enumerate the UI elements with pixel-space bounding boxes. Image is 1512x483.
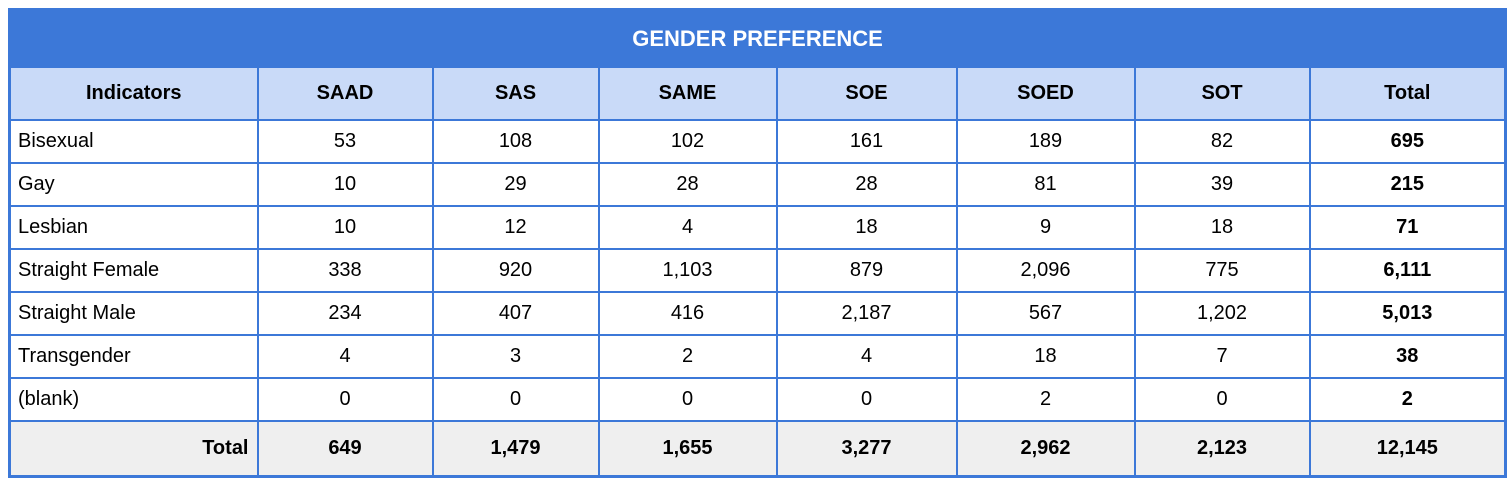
grand-total-cell[interactable]: 1,479 xyxy=(431,420,600,478)
grand-total-cell[interactable]: 1,655 xyxy=(597,420,778,478)
grand-total-row: Total 649 1,479 1,655 3,277 2,962 2,123 … xyxy=(8,420,1507,478)
cell[interactable]: 4 xyxy=(775,334,958,379)
row-label[interactable]: Gay xyxy=(8,162,259,207)
grand-total-cell[interactable]: 2,962 xyxy=(955,420,1136,478)
column-header-soe[interactable]: SOE xyxy=(775,66,958,121)
table-row-transgender: Transgender 4 3 2 4 18 7 38 xyxy=(8,334,1507,379)
cell[interactable]: 920 xyxy=(431,248,600,293)
cell[interactable]: 0 xyxy=(597,377,778,422)
cell[interactable]: 9 xyxy=(955,205,1136,250)
row-label[interactable]: Bisexual xyxy=(8,119,259,164)
cell[interactable]: 28 xyxy=(775,162,958,207)
cell[interactable]: 102 xyxy=(597,119,778,164)
table-row-blank: (blank) 0 0 0 0 2 0 2 xyxy=(8,377,1507,422)
row-label[interactable]: Straight Male xyxy=(8,291,259,336)
cell[interactable]: 10 xyxy=(256,162,434,207)
cell[interactable]: 82 xyxy=(1133,119,1311,164)
cell[interactable]: 0 xyxy=(1133,377,1311,422)
cell[interactable]: 0 xyxy=(256,377,434,422)
grand-total-cell[interactable]: 3,277 xyxy=(775,420,958,478)
cell[interactable]: 39 xyxy=(1133,162,1311,207)
cell[interactable]: 189 xyxy=(955,119,1136,164)
cell[interactable]: 53 xyxy=(256,119,434,164)
column-header-same[interactable]: SAME xyxy=(597,66,778,121)
table-row-bisexual: Bisexual 53 108 102 161 189 82 695 xyxy=(8,119,1507,164)
column-header-sot[interactable]: SOT xyxy=(1133,66,1311,121)
cell[interactable]: 12 xyxy=(431,205,600,250)
cell[interactable]: 161 xyxy=(775,119,958,164)
cell[interactable]: 3 xyxy=(431,334,600,379)
cell[interactable]: 2 xyxy=(597,334,778,379)
table-title-row: GENDER PREFERENCE xyxy=(8,8,1507,68)
cell[interactable]: 108 xyxy=(431,119,600,164)
cell[interactable]: 879 xyxy=(775,248,958,293)
table-title: GENDER PREFERENCE xyxy=(8,8,1507,68)
row-total-cell[interactable]: 2 xyxy=(1308,377,1507,422)
cell[interactable]: 775 xyxy=(1133,248,1311,293)
column-header-total[interactable]: Total xyxy=(1308,66,1507,121)
row-total-cell[interactable]: 5,013 xyxy=(1308,291,1507,336)
table-row-straight-female: Straight Female 338 920 1,103 879 2,096 … xyxy=(8,248,1507,293)
row-label[interactable]: Lesbian xyxy=(8,205,259,250)
cell[interactable]: 18 xyxy=(955,334,1136,379)
table-row-gay: Gay 10 29 28 28 81 39 215 xyxy=(8,162,1507,207)
cell[interactable]: 407 xyxy=(431,291,600,336)
cell[interactable]: 0 xyxy=(431,377,600,422)
cell[interactable]: 7 xyxy=(1133,334,1311,379)
row-total-cell[interactable]: 215 xyxy=(1308,162,1507,207)
cell[interactable]: 28 xyxy=(597,162,778,207)
table-row-lesbian: Lesbian 10 12 4 18 9 18 71 xyxy=(8,205,1507,250)
gender-preference-table: GENDER PREFERENCE Indicators SAAD SAS SA… xyxy=(8,8,1508,478)
cell[interactable]: 0 xyxy=(775,377,958,422)
column-header-sas[interactable]: SAS xyxy=(431,66,600,121)
cell[interactable]: 10 xyxy=(256,205,434,250)
row-label[interactable]: Transgender xyxy=(8,334,259,379)
row-label[interactable]: Straight Female xyxy=(8,248,259,293)
cell[interactable]: 18 xyxy=(1133,205,1311,250)
column-header-row: Indicators SAAD SAS SAME SOE SOED SOT To… xyxy=(8,66,1507,121)
cell[interactable]: 416 xyxy=(597,291,778,336)
cell[interactable]: 567 xyxy=(955,291,1136,336)
grand-total-cell[interactable]: 12,145 xyxy=(1308,420,1507,478)
column-header-indicators[interactable]: Indicators xyxy=(8,66,259,121)
cell[interactable]: 234 xyxy=(256,291,434,336)
grand-total-cell[interactable]: 649 xyxy=(256,420,434,478)
column-header-soed[interactable]: SOED xyxy=(955,66,1136,121)
cell[interactable]: 338 xyxy=(256,248,434,293)
cell[interactable]: 2,187 xyxy=(775,291,958,336)
cell[interactable]: 2,096 xyxy=(955,248,1136,293)
grand-total-cell[interactable]: 2,123 xyxy=(1133,420,1311,478)
cell[interactable]: 1,103 xyxy=(597,248,778,293)
row-total-cell[interactable]: 6,111 xyxy=(1308,248,1507,293)
grand-total-label[interactable]: Total xyxy=(8,420,259,478)
cell[interactable]: 29 xyxy=(431,162,600,207)
row-total-cell[interactable]: 695 xyxy=(1308,119,1507,164)
row-total-cell[interactable]: 71 xyxy=(1308,205,1507,250)
cell[interactable]: 1,202 xyxy=(1133,291,1311,336)
cell[interactable]: 4 xyxy=(256,334,434,379)
column-header-saad[interactable]: SAAD xyxy=(256,66,434,121)
row-label[interactable]: (blank) xyxy=(8,377,259,422)
cell[interactable]: 2 xyxy=(955,377,1136,422)
cell[interactable]: 4 xyxy=(597,205,778,250)
table-row-straight-male: Straight Male 234 407 416 2,187 567 1,20… xyxy=(8,291,1507,336)
cell[interactable]: 81 xyxy=(955,162,1136,207)
cell[interactable]: 18 xyxy=(775,205,958,250)
row-total-cell[interactable]: 38 xyxy=(1308,334,1507,379)
